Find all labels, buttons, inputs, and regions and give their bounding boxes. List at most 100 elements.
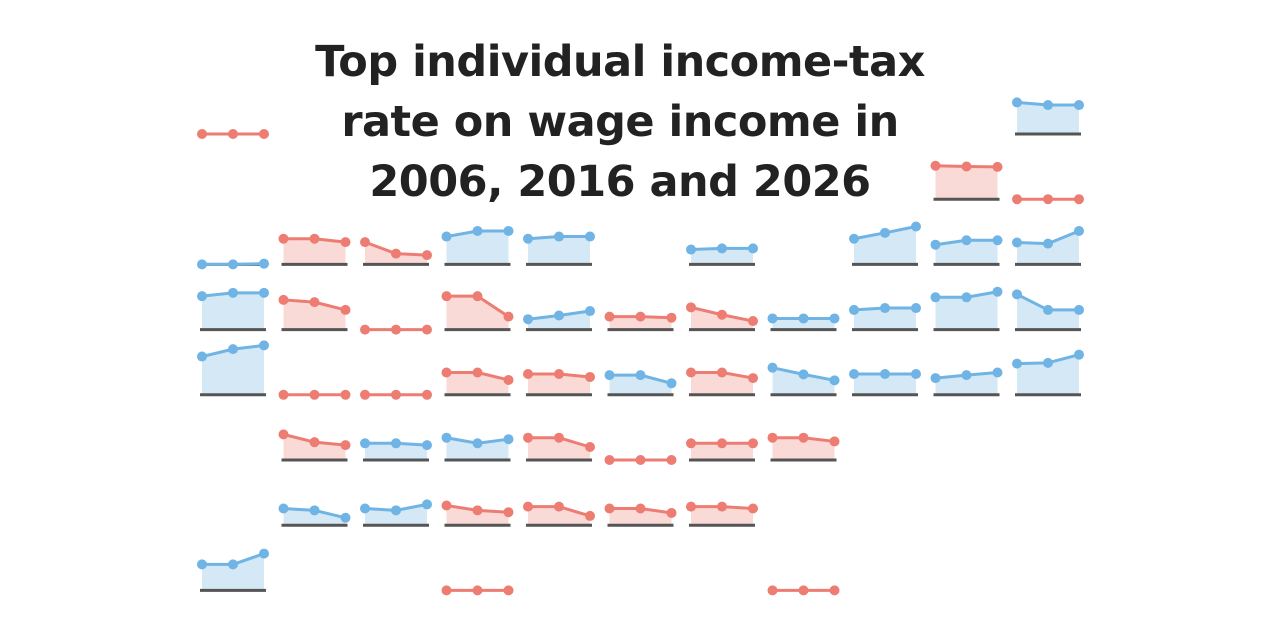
data-point-2006 (849, 369, 859, 379)
data-point-2026 (585, 371, 595, 382)
data-point-2006 (441, 500, 452, 511)
state-tile (686, 438, 758, 462)
state-tile (686, 243, 758, 266)
data-point-2006 (849, 304, 859, 315)
data-point-2016 (472, 291, 483, 302)
data-point-2026 (748, 243, 758, 254)
data-point-2026 (748, 373, 758, 384)
state-tile (686, 302, 758, 332)
data-point-2006 (441, 367, 452, 378)
data-point-2026 (259, 340, 269, 351)
tile-area (935, 240, 998, 265)
tile-area (528, 236, 590, 265)
data-point-2026 (911, 369, 921, 379)
state-tile (1012, 97, 1084, 136)
data-point-2016 (309, 505, 320, 516)
data-point-2026 (992, 367, 1003, 378)
data-point-2006 (197, 559, 207, 570)
data-point-2026 (503, 225, 514, 236)
state-tile (604, 370, 677, 397)
data-point-2006 (523, 369, 533, 379)
state-tile (767, 313, 840, 332)
data-point-2026 (829, 375, 840, 386)
data-point-2026 (340, 389, 351, 400)
data-point-2006 (1012, 97, 1022, 108)
data-point-2006 (197, 291, 207, 302)
data-point-2026 (585, 306, 595, 317)
state-tile (360, 237, 432, 266)
data-point-2026 (340, 237, 351, 248)
state-tile (767, 362, 840, 397)
state-tile (767, 585, 840, 596)
data-point-2016 (635, 311, 646, 322)
data-point-2006 (360, 503, 370, 514)
state-tile (360, 499, 432, 527)
data-point-2016 (717, 501, 727, 512)
state-tile (523, 231, 595, 266)
data-point-2016 (798, 432, 809, 443)
state-tile (278, 429, 351, 462)
data-point-2026 (1074, 100, 1084, 111)
tile-area (691, 372, 753, 395)
state-tile (1012, 349, 1084, 397)
tile-area (854, 308, 916, 330)
data-point-2016 (717, 309, 727, 320)
data-point-2026 (829, 313, 840, 324)
data-point-2026 (422, 389, 432, 400)
tile-area (446, 230, 509, 265)
data-point-2026 (259, 129, 269, 139)
data-point-2026 (503, 311, 514, 322)
data-point-2026 (422, 250, 432, 261)
chart-title-line-2: rate on wage income in (341, 97, 899, 147)
state-tile (849, 221, 921, 266)
data-point-2006 (1012, 358, 1022, 369)
data-point-2016 (228, 129, 238, 139)
data-point-2006 (441, 585, 452, 596)
data-point-2016 (309, 437, 320, 448)
tile-area (609, 508, 672, 526)
data-point-2006 (686, 244, 696, 255)
data-point-2026 (666, 312, 677, 323)
data-point-2006 (1012, 289, 1022, 300)
data-point-2026 (340, 440, 351, 451)
state-tile (278, 233, 351, 266)
data-point-2026 (666, 455, 677, 465)
state-tile (686, 501, 758, 527)
data-point-2006 (686, 501, 696, 512)
data-point-2016 (717, 438, 727, 449)
tile-area (528, 374, 590, 395)
data-point-2016 (635, 370, 646, 381)
data-point-2026 (1074, 304, 1084, 315)
data-point-2006 (523, 233, 533, 244)
data-point-2026 (422, 440, 432, 451)
state-tile (686, 367, 758, 397)
data-point-2026 (422, 499, 432, 510)
data-point-2016 (554, 501, 564, 512)
state-tile (278, 503, 351, 527)
data-point-2026 (829, 585, 840, 596)
state-tile (360, 389, 432, 400)
tile-area (691, 506, 753, 526)
data-point-2016 (472, 438, 483, 449)
data-point-2026 (503, 374, 514, 385)
tile-area (365, 242, 427, 265)
data-point-2016 (554, 310, 564, 321)
data-point-2006 (523, 501, 533, 512)
tile-area (365, 443, 427, 460)
data-point-2026 (259, 258, 269, 269)
data-point-2006 (523, 432, 533, 443)
data-point-2016 (228, 344, 238, 355)
data-point-2026 (1074, 349, 1084, 360)
data-point-2026 (666, 507, 677, 518)
state-tile (360, 438, 432, 462)
data-point-2006 (849, 233, 859, 244)
data-point-2026 (503, 507, 514, 518)
data-point-2006 (686, 367, 696, 378)
data-point-2006 (278, 429, 289, 440)
data-point-2016 (391, 389, 401, 400)
tile-area (446, 296, 509, 330)
chart-title-line-3: 2006, 2016 and 2026 (369, 157, 871, 207)
data-point-2016 (880, 369, 890, 379)
data-point-2006 (930, 160, 941, 171)
